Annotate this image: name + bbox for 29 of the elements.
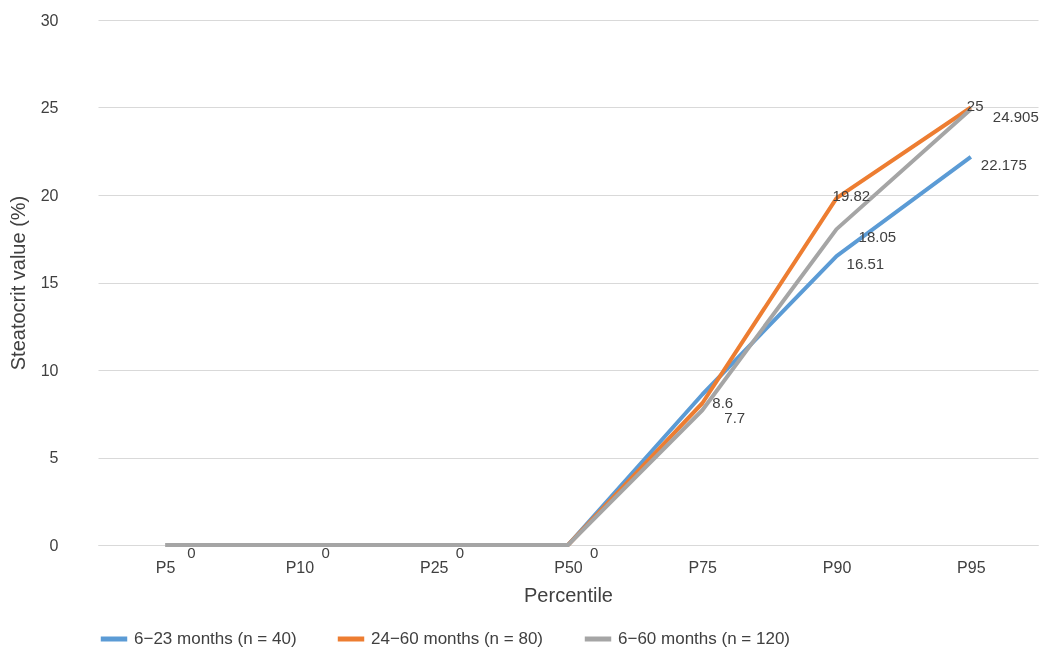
x-tick-label: P10 bbox=[285, 558, 315, 576]
data-label: 25 bbox=[966, 96, 984, 114]
x-tick-label: P25 bbox=[419, 558, 449, 576]
x-tick-label: P95 bbox=[957, 558, 986, 576]
y-tick-label: 30 bbox=[40, 11, 59, 29]
x-tick-label: P5 bbox=[155, 558, 176, 576]
x-tick-label: P90 bbox=[822, 558, 852, 576]
data-label: 0 bbox=[321, 544, 330, 561]
data-label: 0 bbox=[590, 544, 599, 561]
x-axis-title: Percentile bbox=[524, 583, 613, 606]
data-label: 24.905 bbox=[992, 108, 1039, 126]
data-label: 7.7 bbox=[724, 409, 746, 427]
legend-label: 6−23 months (n = 40) bbox=[134, 629, 297, 648]
data-label: 8.6 bbox=[712, 393, 734, 411]
y-axis-title: Steatocrit value (%) bbox=[6, 195, 29, 371]
y-tick-label: 5 bbox=[49, 449, 59, 466]
y-tick-label: 15 bbox=[40, 274, 59, 291]
data-label: 22.175 bbox=[980, 155, 1027, 173]
y-tick-label: 25 bbox=[40, 99, 59, 116]
legend-label: 6−60 months (n = 120) bbox=[618, 629, 791, 648]
x-tick-label: P75 bbox=[688, 558, 718, 576]
legend-label: 24−60 months (n = 80) bbox=[371, 629, 544, 648]
data-label: 16.51 bbox=[846, 255, 885, 273]
y-tick-label: 10 bbox=[40, 361, 59, 379]
x-tick-label: P50 bbox=[554, 558, 583, 576]
data-label: 0 bbox=[187, 544, 196, 561]
y-tick-label: 20 bbox=[40, 186, 59, 204]
data-label: 0 bbox=[455, 544, 465, 561]
y-tick-label: 0 bbox=[49, 536, 59, 554]
